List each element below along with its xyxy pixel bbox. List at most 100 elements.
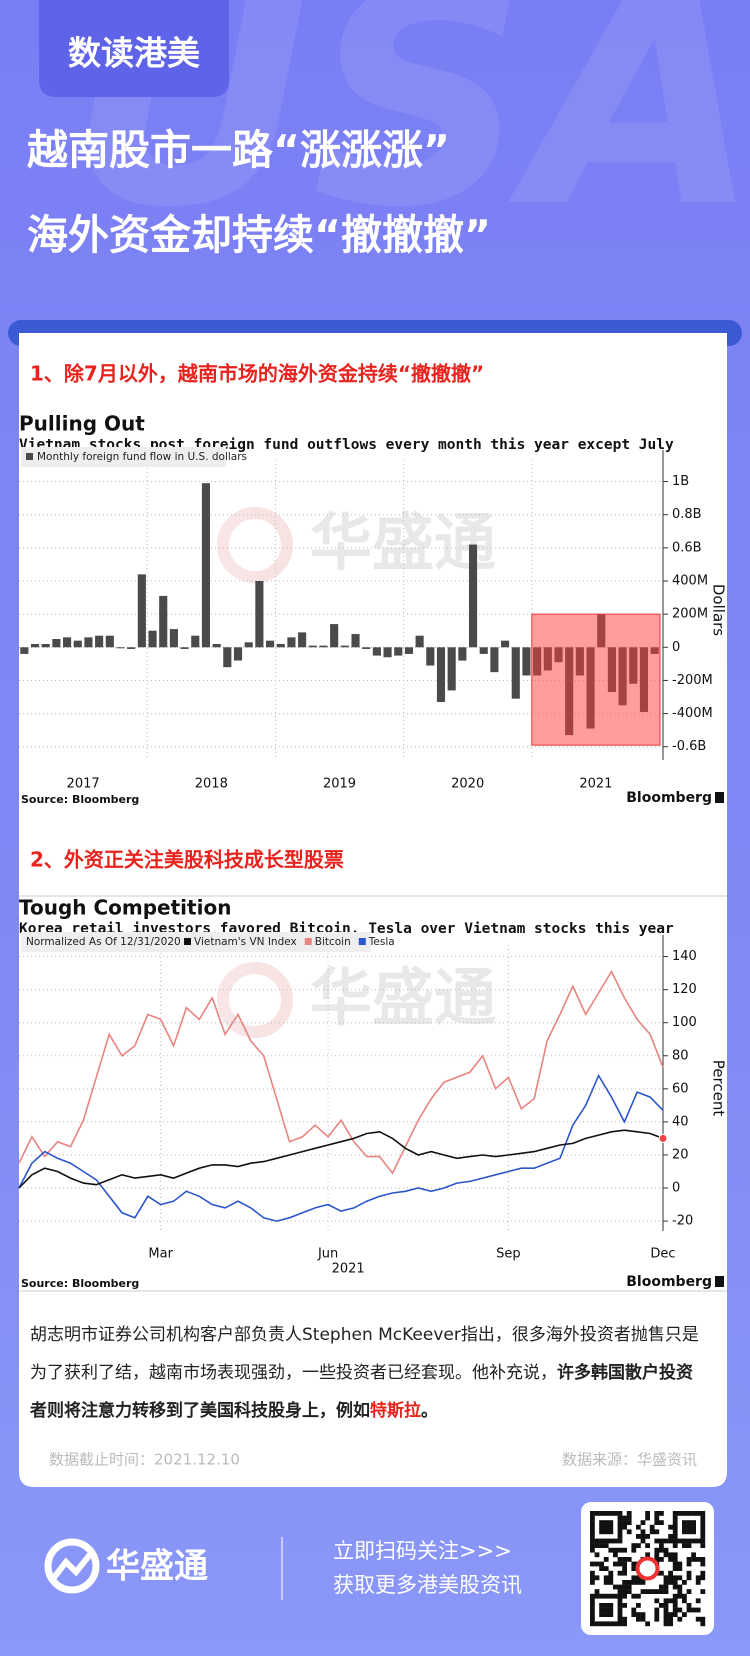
qr-cell <box>691 1529 696 1535</box>
qr-cell <box>594 1593 600 1599</box>
qr-cell <box>645 1543 650 1548</box>
qr-cell <box>594 1538 600 1544</box>
qr-cell <box>654 1612 660 1617</box>
qr-cell <box>590 1621 595 1627</box>
bar <box>84 637 93 648</box>
qr-cell <box>682 1598 687 1604</box>
bar <box>511 647 520 699</box>
qr-cell <box>645 1589 650 1594</box>
qr-cell <box>590 1511 595 1516</box>
footer-source: 数据来源：华盛资讯 <box>562 1451 697 1469</box>
qr-cell <box>622 1621 627 1627</box>
qr-cell <box>640 1589 646 1594</box>
qr-cell <box>640 1534 646 1539</box>
bar <box>265 640 275 648</box>
qr-cell <box>631 1566 637 1571</box>
qr-cell <box>654 1598 660 1604</box>
legend: Normalized As Of 12/31/2020 Vietnam's VN … <box>21 932 395 952</box>
qr-cell <box>590 1534 595 1539</box>
qr-cell <box>636 1543 641 1548</box>
brand: Bloomberg <box>626 790 712 806</box>
qr-cell <box>617 1584 623 1590</box>
qr-cell <box>613 1538 618 1544</box>
qr-cell <box>617 1593 623 1599</box>
qr-cell <box>686 1524 692 1530</box>
watermark-icon <box>217 962 293 1038</box>
qr-cell <box>672 1561 678 1567</box>
y-tick-label: 100 <box>672 1015 697 1030</box>
bar <box>244 642 253 648</box>
bar <box>330 624 339 648</box>
y-tick-label: 1B <box>672 474 689 489</box>
y-tick-label: -200M <box>672 673 713 688</box>
bar <box>490 647 499 673</box>
qr-cell <box>677 1593 683 1599</box>
qr-cell <box>617 1561 623 1567</box>
qr-cell <box>691 1557 696 1562</box>
legend-swatch <box>358 938 366 945</box>
qr-cell <box>677 1607 683 1613</box>
qr-cell <box>626 1580 632 1585</box>
qr-cell <box>672 1593 678 1599</box>
qr-cell <box>636 1575 641 1581</box>
bar <box>298 632 307 648</box>
qr-cell <box>672 1580 678 1585</box>
bar <box>223 647 232 668</box>
qr-cell <box>608 1524 614 1530</box>
brand-icon <box>715 1276 724 1287</box>
qr-cell <box>668 1580 673 1585</box>
qr-cell <box>626 1520 632 1525</box>
qr-cell <box>691 1607 696 1613</box>
qr-cell <box>603 1538 609 1544</box>
qr-cell <box>590 1561 595 1567</box>
qr-cell <box>599 1538 604 1544</box>
qr-cell <box>700 1538 706 1544</box>
qr-cell <box>622 1566 627 1571</box>
qr-cell <box>622 1584 627 1590</box>
bar <box>415 635 424 648</box>
qr-cell <box>682 1580 687 1585</box>
qr-cell <box>700 1589 706 1594</box>
legend-swatch <box>304 938 312 945</box>
qr-cell <box>700 1515 706 1521</box>
qr-cell <box>686 1543 692 1548</box>
qr-cell <box>590 1612 595 1617</box>
qr-cell <box>663 1616 669 1622</box>
qr-cell <box>617 1570 623 1576</box>
qr-cell <box>682 1520 687 1525</box>
bar <box>191 635 200 648</box>
watermark-text: 华盛通 <box>310 961 496 1034</box>
qr-cell <box>659 1557 664 1562</box>
paragraph-bold: 。 <box>421 1401 438 1421</box>
qr-cell <box>603 1511 609 1516</box>
qr-cell <box>682 1593 687 1599</box>
qr-cell <box>695 1598 701 1604</box>
legend-label: Bitcoin <box>315 936 351 948</box>
bar <box>458 647 467 661</box>
qr-cell <box>631 1543 637 1548</box>
qr-cell <box>649 1524 655 1530</box>
qr-cell <box>608 1538 614 1544</box>
qr-cell <box>608 1570 614 1576</box>
qr-cell <box>640 1520 646 1525</box>
cta-line: 立即扫码关注>>> <box>333 1539 512 1563</box>
qr-cell <box>659 1511 664 1516</box>
badge-text: 数读港美 <box>68 34 200 73</box>
qr-cell <box>654 1552 660 1558</box>
qr-cell <box>700 1524 706 1530</box>
y-tick-label: 200M <box>672 607 708 622</box>
brand: Bloomberg <box>626 1274 712 1290</box>
qr-cell <box>645 1515 650 1521</box>
qr-cell <box>608 1612 614 1617</box>
qr-cell <box>622 1580 627 1585</box>
qr-cell <box>654 1557 660 1562</box>
qr-cell <box>608 1580 614 1585</box>
qr-cell <box>631 1593 637 1599</box>
chart-title: Pulling Out <box>19 412 145 436</box>
qr-cell <box>659 1584 664 1590</box>
qr-cell <box>668 1598 673 1604</box>
y-tick-label: 40 <box>672 1114 689 1129</box>
qr-cell <box>659 1538 664 1544</box>
bar <box>447 647 456 691</box>
